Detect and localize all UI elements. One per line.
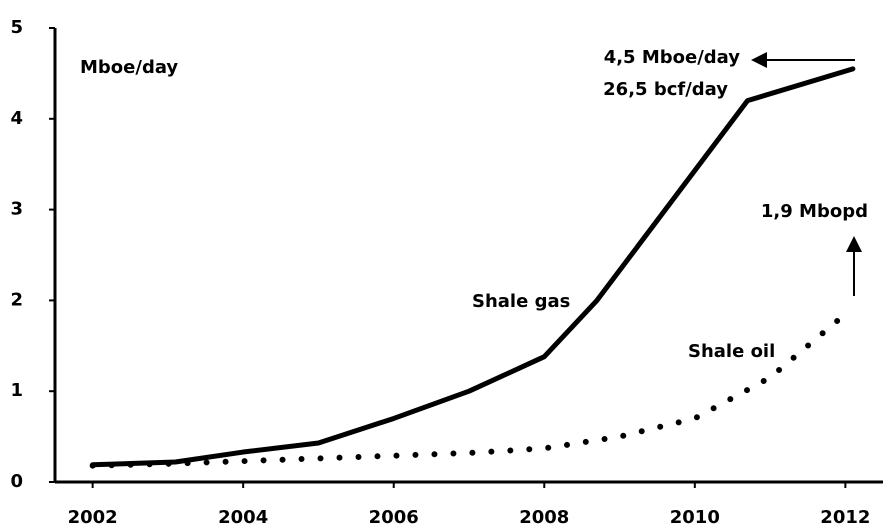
annotation: 4,5 Mboe/day (604, 47, 741, 68)
y-tick-label: 1 (10, 380, 23, 401)
x-tick-label: 2010 (670, 507, 720, 528)
series-line (90, 66, 856, 468)
y-axis-label: Mboe/day (80, 57, 178, 78)
x-tick-label: 2002 (68, 507, 118, 528)
x-tick-label: 2012 (820, 507, 870, 528)
y-tick-label: 3 (10, 199, 23, 220)
series-label: Shale gas (472, 291, 570, 312)
y-tick-label: 0 (10, 471, 23, 492)
annotation: 26,5 bcf/day (603, 79, 728, 100)
y-tick-label: 4 (10, 108, 23, 129)
x-tick-label: 2008 (519, 507, 569, 528)
x-tick-label: 2006 (369, 507, 419, 528)
annotation: 1,9 Mbopd (761, 201, 868, 222)
series-label: Shale oil (688, 341, 775, 362)
y-tick-label: 5 (10, 17, 23, 38)
y-tick-label: 2 (10, 289, 23, 310)
x-tick-label: 2004 (218, 507, 268, 528)
